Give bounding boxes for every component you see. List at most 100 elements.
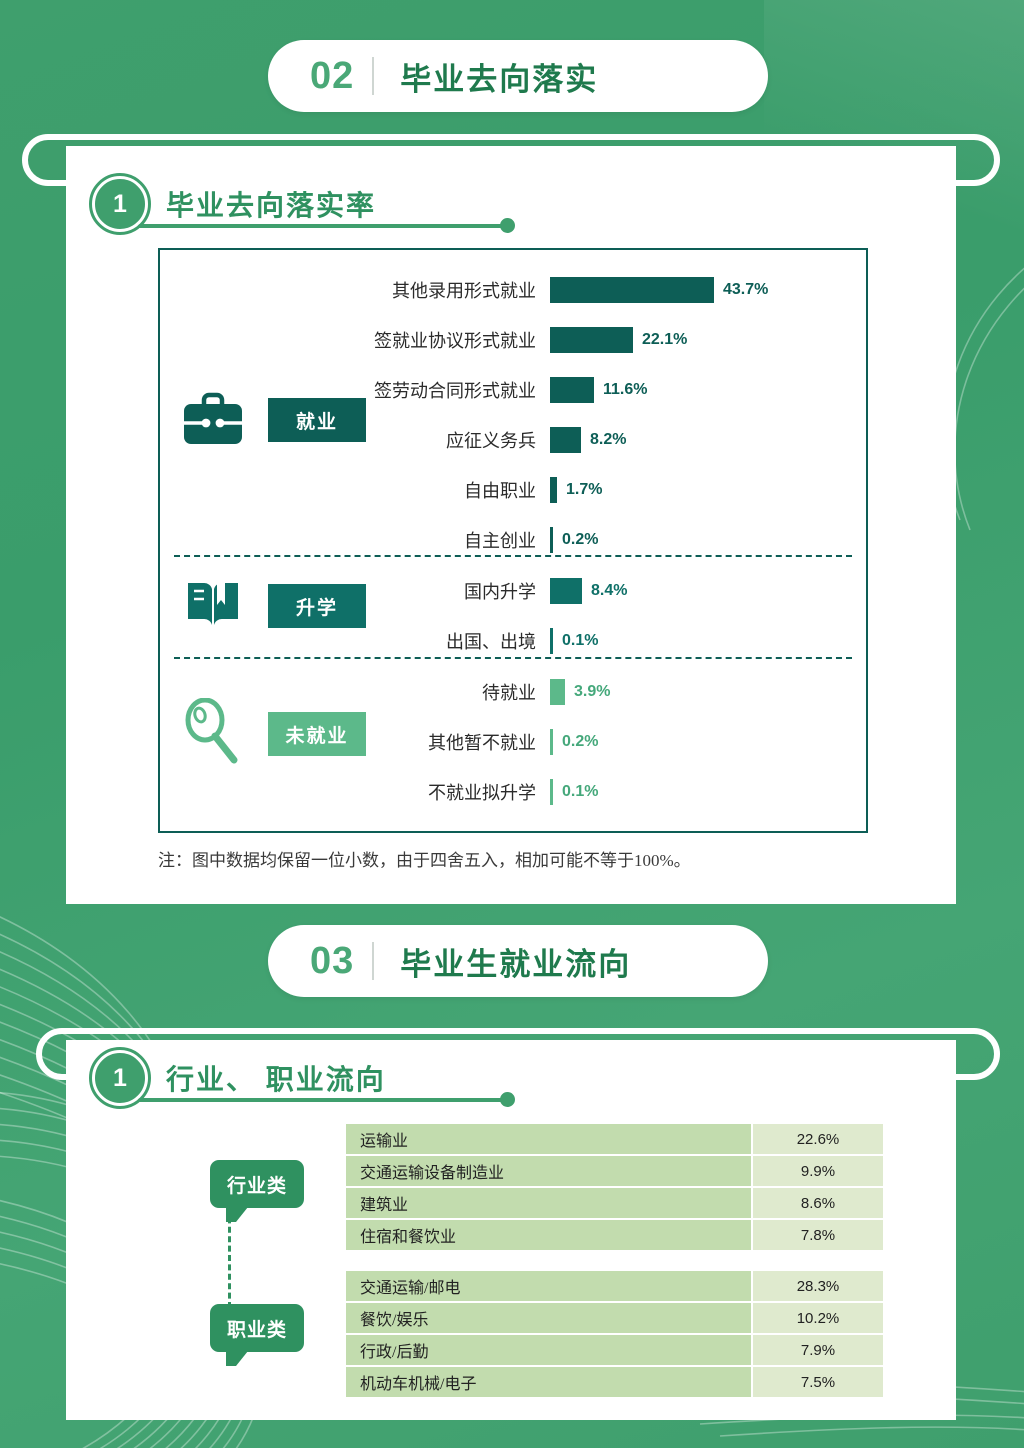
briefcase-icon (184, 392, 242, 444)
row-bar (550, 477, 557, 503)
row-value: 0.2% (562, 733, 599, 750)
chart-row: 其他录用形式就业 43.7% (160, 276, 866, 304)
divider (372, 57, 375, 95)
row-label: 交通运输设备制造业 (346, 1156, 751, 1186)
chart-row: 自由职业 1.7% (160, 476, 866, 504)
table-row: 行政/后勤 7.9% (346, 1335, 883, 1365)
row-label: 自主创业 (464, 531, 536, 551)
industry-flow-table: 运输业 22.6% 交通运输设备制造业 9.9% 建筑业 8.6% 住宿和餐饮业… (346, 1124, 883, 1252)
section-number: 03 (310, 939, 355, 982)
bubble-connector-line (228, 1208, 231, 1308)
chart-row: 出国、出境 0.1% (160, 627, 866, 655)
row-value: 11.6% (603, 381, 648, 398)
row-bar (550, 628, 553, 654)
section-header-03: 03 毕业生就业流向 (268, 925, 768, 997)
row-value: 43.7% (723, 281, 769, 298)
subheading-1: 1 毕业去向落实率 (89, 173, 552, 235)
subheading-index-badge: 1 (89, 173, 151, 235)
row-label: 其他录用形式就业 (392, 281, 536, 301)
rule-end-dot (500, 1092, 515, 1107)
category-tag-unemployed: 未就业 (268, 712, 366, 756)
row-value: 9.9% (753, 1156, 883, 1186)
row-value: 0.1% (562, 632, 599, 649)
chart-row: 国内升学 8.4% (160, 577, 866, 605)
chart-row: 其他暂不就业 0.2% (160, 728, 866, 756)
section-title: 毕业去向落实 (400, 61, 599, 97)
row-label: 国内升学 (464, 582, 536, 602)
row-value: 7.9% (753, 1335, 883, 1365)
section-header-02: 02 毕业去向落实 (268, 40, 768, 112)
group-divider-1 (174, 555, 852, 557)
bubble-occupation-category: 职业类 (210, 1304, 304, 1366)
chart-row: 待就业 3.9% (160, 678, 866, 706)
row-label: 不就业拟升学 (428, 783, 536, 803)
category-tag-employment: 就业 (268, 398, 366, 442)
table-row: 交通运输设备制造业 9.9% (346, 1156, 883, 1186)
row-label: 待就业 (482, 683, 536, 703)
row-value: 7.5% (753, 1367, 883, 1397)
section-title: 毕业生就业流向 (400, 946, 632, 982)
row-bar (550, 327, 633, 353)
row-value: 8.2% (590, 431, 627, 448)
content-card-1 (66, 146, 956, 904)
placement-rate-chart: 就业 其他录用形式就业 43.7% 签就业协议形式就业 22.1% 签劳动合同形… (158, 248, 868, 833)
row-value: 3.9% (574, 683, 611, 700)
subheading-index-badge: 1 (89, 1047, 151, 1109)
row-label: 出国、出境 (446, 632, 536, 652)
row-value: 22.1% (642, 331, 688, 348)
table-row: 运输业 22.6% (346, 1124, 883, 1154)
group-divider-2 (174, 657, 852, 659)
row-bar (550, 377, 594, 403)
section-number: 02 (310, 54, 355, 97)
row-label: 运输业 (346, 1124, 751, 1154)
subheading-2: 1 行业、 职业流向 (89, 1047, 552, 1109)
table-row: 餐饮/娱乐 10.2% (346, 1303, 883, 1333)
table-row: 住宿和餐饮业 7.8% (346, 1220, 883, 1250)
row-value: 1.7% (566, 481, 603, 498)
chart-row: 自主创业 0.2% (160, 526, 866, 554)
row-bar (550, 729, 553, 755)
divider (372, 942, 375, 980)
row-value: 0.1% (562, 783, 599, 800)
row-label: 签劳动合同形式就业 (374, 381, 536, 401)
subheading-rule (138, 1092, 515, 1107)
row-value: 0.2% (562, 531, 599, 548)
rule-end-dot (500, 218, 515, 233)
row-bar (550, 277, 714, 303)
row-label: 建筑业 (346, 1188, 751, 1218)
row-label: 机动车机械/电子 (346, 1367, 751, 1397)
row-label: 自由职业 (464, 481, 536, 501)
row-value: 8.6% (753, 1188, 883, 1218)
row-value: 10.2% (753, 1303, 883, 1333)
row-label: 餐饮/娱乐 (346, 1303, 751, 1333)
chart-row: 应征义务兵 8.2% (160, 426, 866, 454)
table-row: 建筑业 8.6% (346, 1188, 883, 1218)
row-value: 7.8% (753, 1220, 883, 1250)
row-label: 行政/后勤 (346, 1335, 751, 1365)
subheading-rule (138, 218, 515, 233)
row-label: 住宿和餐饮业 (346, 1220, 751, 1250)
chart-row: 签就业协议形式就业 22.1% (160, 326, 866, 354)
row-bar (550, 578, 582, 604)
row-value: 28.3% (753, 1271, 883, 1301)
row-label: 签就业协议形式就业 (374, 331, 536, 351)
row-label: 交通运输/邮电 (346, 1271, 751, 1301)
chart-row: 不就业拟升学 0.1% (160, 778, 866, 806)
occupation-flow-table: 交通运输/邮电 28.3% 餐饮/娱乐 10.2% 行政/后勤 7.9% 机动车… (346, 1271, 883, 1399)
chart-row: 签劳动合同形式就业 11.6% (160, 376, 866, 404)
row-value: 22.6% (753, 1124, 883, 1154)
row-bar (550, 427, 581, 453)
row-label: 应征义务兵 (446, 431, 536, 451)
table-row: 交通运输/邮电 28.3% (346, 1271, 883, 1301)
subheading-title: 行业、 职业流向 (166, 1064, 386, 1095)
row-bar (550, 679, 565, 705)
row-value: 8.4% (591, 582, 628, 599)
table-row: 机动车机械/电子 7.5% (346, 1367, 883, 1397)
category-tag-further-study: 升学 (268, 584, 366, 628)
chart-footnote: 注：图中数据均保留一位小数，由于四舍五入，相加可能不等于100%。 (158, 851, 691, 870)
row-label: 其他暂不就业 (428, 733, 536, 753)
magnifier-icon (185, 698, 238, 764)
row-bar (550, 527, 553, 553)
subheading-title: 毕业去向落实率 (166, 190, 377, 221)
open-book-icon (188, 582, 238, 625)
